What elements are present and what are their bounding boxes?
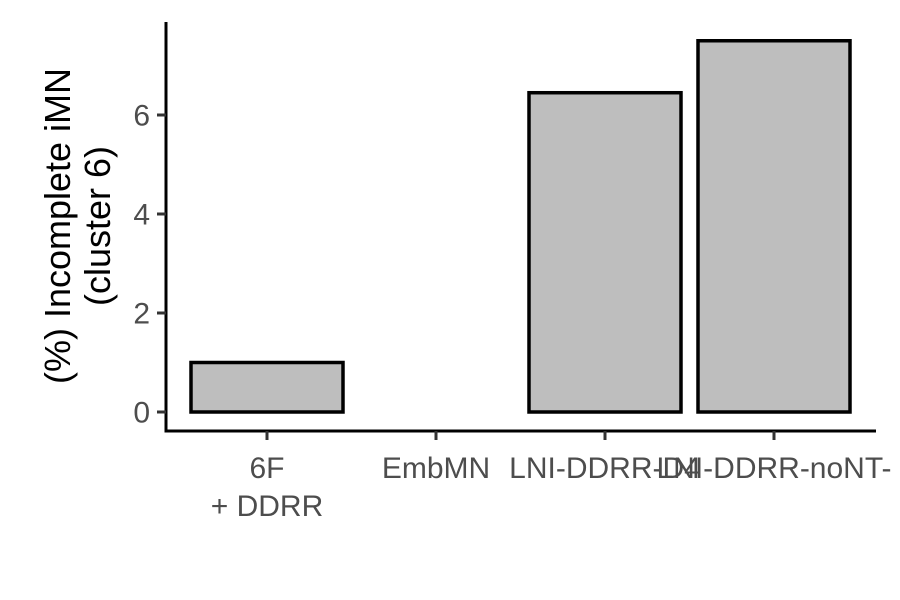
y-ticks-group: 0 2 4 6 [133,100,166,430]
bar-3 [696,39,852,414]
x-tick-label-2: LNI-DDRR-D4 [509,452,701,485]
y-tick-label-3: 6 [133,100,150,133]
x-tick-label-1: EmbMN [382,452,490,485]
y-tick-label-1: 2 [133,298,150,331]
x-tick-label-0: 6F + DDRR [211,452,324,523]
bars-group [189,39,852,414]
y-tick-label-0: 0 [133,397,150,430]
x-tick-label-3: LNI-DDRR-noNT- [656,452,891,485]
y-axis-title: (%) Incomplete iMN(cluster 6) [37,68,118,384]
bar-2 [527,90,683,414]
bar-0 [189,360,345,414]
y-tick-label-2: 4 [133,199,150,232]
